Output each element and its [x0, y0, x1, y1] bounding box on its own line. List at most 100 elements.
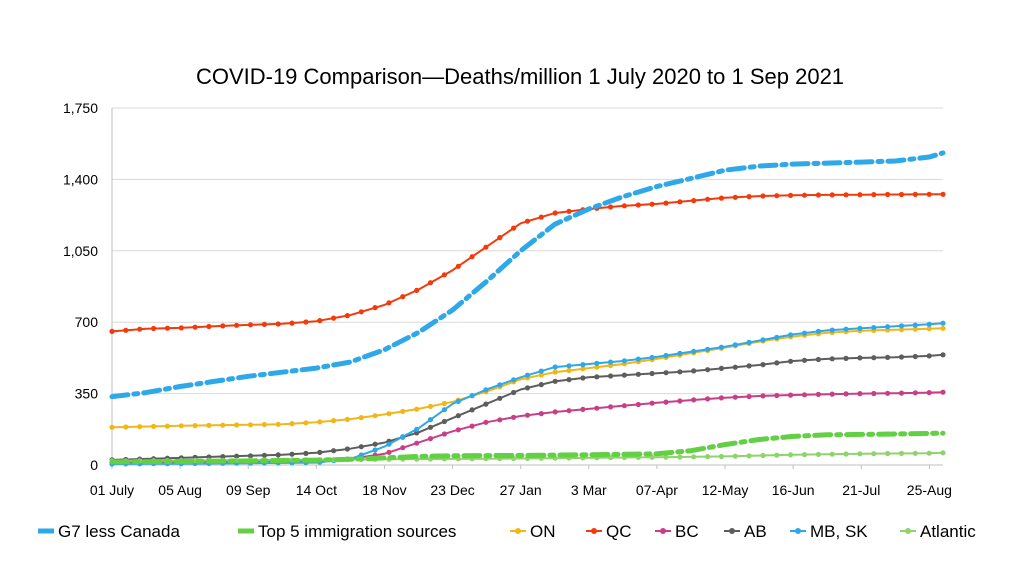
- data-point: [621, 372, 628, 378]
- data-point: [206, 323, 212, 330]
- legend-marker: [591, 528, 597, 534]
- data-point: [455, 398, 461, 404]
- data-point: [317, 318, 323, 324]
- data-point: [829, 451, 835, 457]
- data-point: [732, 394, 738, 400]
- data-point: [178, 423, 184, 429]
- legend-item: MB, SK: [790, 522, 868, 541]
- data-point: [483, 419, 489, 425]
- data-point: [566, 367, 572, 374]
- data-point: [774, 452, 780, 458]
- data-point: [344, 416, 350, 422]
- data-point: [400, 408, 406, 414]
- data-point: [206, 422, 212, 428]
- data-point: [455, 427, 461, 433]
- series-line: [111, 193, 943, 333]
- data-point: [732, 342, 738, 348]
- data-point: [303, 420, 309, 426]
- legend-label: Top 5 immigration sources: [258, 522, 456, 541]
- data-point: [815, 391, 822, 397]
- data-point: [677, 398, 683, 404]
- data-point: [261, 421, 267, 428]
- legend-label: ON: [530, 522, 556, 541]
- data-point: [829, 192, 835, 198]
- series-line: [111, 353, 944, 461]
- data-point: [912, 326, 918, 332]
- data-point: [649, 201, 655, 207]
- data-point: [538, 368, 544, 374]
- data-point: [940, 191, 946, 197]
- data-point: [718, 344, 725, 350]
- data-point: [621, 403, 628, 409]
- y-tick-label: 1,400: [63, 171, 98, 187]
- data-point: [164, 423, 170, 429]
- data-point: [691, 198, 697, 204]
- data-point: [926, 390, 932, 396]
- data-point: [843, 451, 849, 457]
- data-point: [220, 323, 226, 329]
- data-point: [469, 407, 475, 413]
- data-point: [594, 405, 600, 411]
- data-point: [566, 408, 572, 414]
- legend-item: ON: [510, 522, 556, 541]
- data-point: [732, 194, 738, 200]
- data-point: [524, 412, 531, 418]
- data-point: [414, 406, 420, 412]
- data-point: [746, 363, 752, 369]
- data-point: [234, 322, 240, 328]
- data-point: [414, 426, 420, 432]
- data-point: [746, 393, 752, 400]
- data-point: [760, 393, 766, 399]
- data-point: [912, 191, 918, 197]
- data-point: [109, 328, 115, 334]
- data-point: [705, 396, 711, 402]
- data-point: [331, 418, 337, 424]
- data-point: [331, 315, 337, 321]
- data-point: [538, 382, 544, 388]
- data-point: [497, 235, 503, 241]
- data-point: [580, 362, 586, 368]
- x-tick-label: 21-Jul: [842, 482, 880, 498]
- data-point: [898, 390, 905, 396]
- data-point: [317, 449, 323, 455]
- data-point: [801, 330, 808, 336]
- legend-label: G7 less Canada: [58, 522, 180, 541]
- data-point: [427, 424, 434, 430]
- data-point: [289, 421, 295, 427]
- data-point: [898, 323, 905, 329]
- x-tick-label: 05 Aug: [158, 482, 202, 498]
- data-point: [621, 358, 628, 364]
- legend-marker: [905, 528, 911, 534]
- data-point: [455, 263, 461, 269]
- data-point: [649, 370, 655, 377]
- data-point: [594, 360, 600, 366]
- data-point: [718, 195, 725, 201]
- data-point: [497, 382, 503, 388]
- data-point: [843, 192, 849, 198]
- x-tick-label: 23 Dec: [430, 482, 474, 498]
- data-point: [552, 210, 558, 216]
- legend-item: G7 less Canada: [38, 522, 180, 541]
- data-point: [275, 452, 281, 458]
- data-point: [538, 372, 544, 378]
- data-point: [151, 423, 157, 429]
- data-point: [691, 368, 697, 374]
- series-line: [109, 430, 946, 465]
- series-qc: [109, 191, 946, 334]
- data-point: [137, 424, 143, 430]
- data-point: [469, 254, 475, 260]
- x-tick-label: 3 Mar: [571, 482, 607, 498]
- data-point: [843, 391, 849, 397]
- data-point: [649, 354, 655, 361]
- data-point: [275, 321, 281, 327]
- data-point: [608, 404, 614, 410]
- legend-label: AB: [744, 522, 767, 541]
- data-point: [898, 327, 905, 333]
- data-point: [497, 395, 503, 401]
- data-point: [663, 399, 669, 405]
- data-point: [718, 453, 725, 460]
- x-tick-label: 07-Apr: [636, 482, 678, 498]
- data-point: [898, 191, 905, 198]
- data-point: [414, 430, 420, 436]
